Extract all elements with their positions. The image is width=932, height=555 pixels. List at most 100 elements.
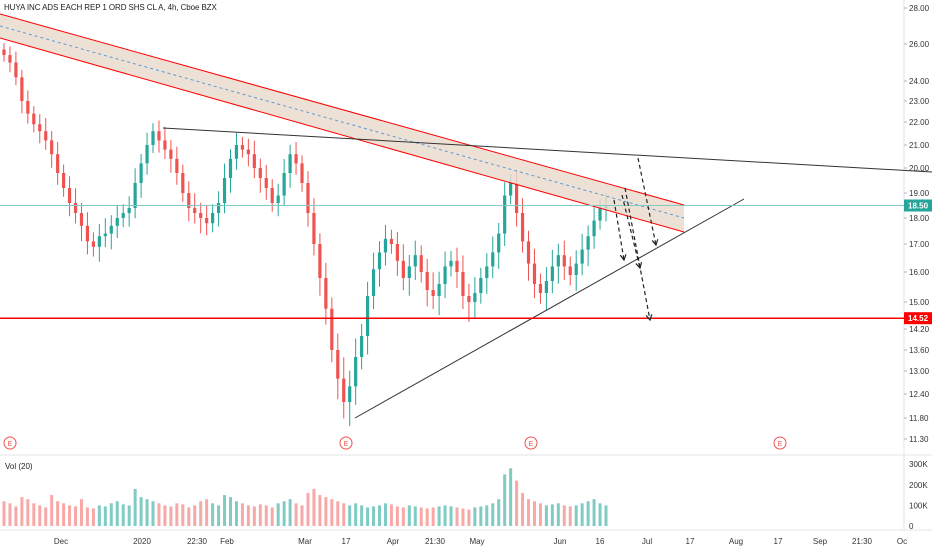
earnings-marker-label: E — [8, 441, 13, 448]
volume-bar — [467, 509, 471, 526]
volume-bar — [372, 506, 376, 526]
candle-body — [228, 158, 233, 178]
price-axis-label: 13.60 — [909, 346, 930, 355]
volume-bar — [56, 501, 60, 526]
candle-body — [342, 378, 346, 402]
earnings-marker[interactable] — [773, 436, 787, 450]
volume-bar — [288, 499, 292, 526]
candle-body — [431, 290, 435, 296]
volume-bar — [74, 506, 78, 526]
upper-trendline[interactable] — [162, 127, 932, 173]
candle-body — [401, 260, 405, 278]
chart-title: HUYA INC ADS EACH REP 1 ORD SHS CL A, 4h… — [4, 3, 217, 12]
volume-bar — [419, 507, 423, 526]
volume-bar — [151, 501, 155, 526]
volume-bar — [62, 503, 66, 526]
candle-body — [97, 236, 101, 247]
volume-bar — [223, 495, 227, 526]
volume-bar — [234, 501, 238, 526]
candle-body — [62, 173, 66, 188]
channel-lower-line[interactable] — [0, 37, 685, 233]
earnings-marker[interactable] — [339, 436, 353, 450]
projection-arrow[interactable] — [637, 157, 657, 246]
volume-bar — [568, 506, 572, 526]
earnings-marker-label: E — [344, 441, 349, 448]
volume-bar — [38, 505, 42, 526]
volume-bar — [258, 504, 262, 526]
time-axis-label: Jun — [554, 537, 567, 546]
candle-body — [211, 213, 215, 224]
volume-bar — [598, 503, 602, 526]
candle-body — [354, 357, 358, 387]
candle-body — [133, 183, 137, 208]
candle-body — [73, 203, 78, 213]
candle-body — [568, 266, 572, 275]
candle-body — [127, 208, 131, 213]
time-axis-label: 17 — [342, 537, 351, 546]
ascending-trendline[interactable] — [354, 198, 745, 419]
volume-bar — [211, 503, 215, 526]
time-axis-label: Feb — [220, 537, 234, 546]
volume-bar — [246, 505, 250, 526]
candle-body — [270, 188, 274, 203]
volume-bar — [324, 497, 328, 526]
volume-bar — [252, 506, 256, 526]
price-axis-label: 14.20 — [909, 325, 930, 334]
candle-body — [67, 188, 72, 203]
volume-bar — [187, 507, 191, 526]
candle-body — [455, 260, 459, 272]
price-axis-label: 16.00 — [909, 268, 930, 277]
projection-arrow[interactable] — [613, 199, 625, 261]
volume-bar — [228, 497, 232, 526]
candle-body — [443, 266, 447, 284]
price-axis-label: 23.00 — [909, 97, 930, 106]
candle-body — [181, 173, 185, 193]
price-axis-label: 12.40 — [909, 390, 930, 399]
volume-bar — [461, 508, 465, 526]
volume-bar — [378, 505, 382, 526]
candle-body — [222, 178, 227, 203]
candle-body — [187, 193, 191, 208]
earnings-marker[interactable] — [3, 436, 17, 450]
time-axis-label: Dec — [54, 537, 68, 546]
volume-bar — [169, 506, 173, 526]
resistance-band[interactable] — [0, 14, 684, 232]
candle-body — [389, 238, 394, 244]
candle-body — [199, 213, 203, 218]
time-axis-label: 21:30 — [425, 537, 446, 546]
price-axis-label: 26.00 — [909, 40, 930, 49]
volume-bar — [217, 505, 221, 526]
level-price-tag — [904, 312, 932, 325]
volume-bar — [270, 507, 274, 526]
candle-body — [544, 281, 548, 293]
volume-bar — [509, 468, 513, 526]
projection-arrow[interactable] — [621, 194, 641, 269]
volume-indicator-label[interactable]: Vol (20) — [5, 462, 33, 471]
volume-bar — [199, 501, 203, 526]
earnings-marker[interactable] — [524, 436, 538, 450]
candle-body — [234, 145, 239, 159]
candle-body — [485, 266, 489, 278]
last-price-tag — [904, 199, 932, 212]
volume-bar — [133, 488, 137, 526]
candle-body — [509, 183, 513, 196]
volume-axis-label: 300K — [909, 460, 928, 469]
volume-bar — [431, 507, 435, 526]
price-axis-label: 20.00 — [909, 164, 930, 173]
volume-axis-label: 200K — [909, 481, 928, 490]
candle-body — [121, 213, 125, 218]
candle-body — [300, 163, 304, 183]
volume-bar — [491, 503, 495, 526]
volume-bar — [8, 503, 12, 526]
candle-body — [514, 183, 519, 213]
channel-upper-line[interactable] — [0, 13, 685, 206]
candle-body — [240, 145, 245, 150]
candle-body — [252, 154, 256, 168]
candle-body — [2, 49, 6, 56]
last-price-tag-label: 18.50 — [908, 202, 929, 211]
candle-body — [163, 140, 167, 150]
projection-arrow[interactable] — [624, 187, 651, 321]
candle-body — [348, 386, 352, 402]
